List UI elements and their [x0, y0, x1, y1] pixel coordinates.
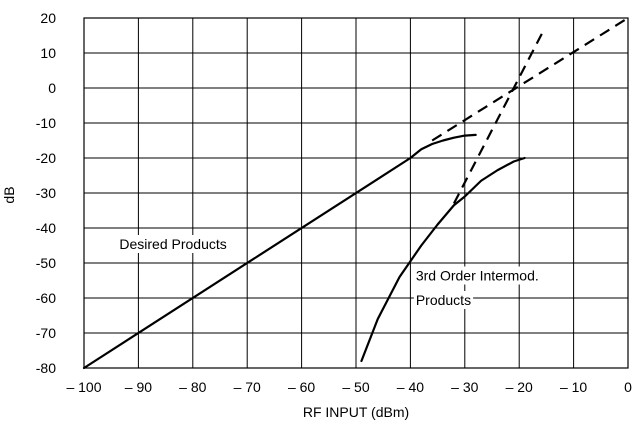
- x-tick-label: – 30: [451, 379, 478, 395]
- y-tick-label: -20: [36, 150, 56, 166]
- dashed-extrapolation-line: [431, 17, 629, 142]
- y-axis-label: dB: [1, 186, 17, 203]
- annotation-layer: Desired Products 3rd Order Intermod. Produ…: [117, 235, 541, 309]
- annotation-label: Products: [416, 292, 471, 308]
- annotation-background: [413, 291, 474, 309]
- annotation-label: Desired Products: [119, 236, 226, 252]
- y-tick-label: -80: [36, 360, 56, 376]
- y-tick-label: 10: [40, 45, 56, 61]
- annotation-background: [117, 235, 229, 253]
- x-tick-label: – 100: [66, 379, 101, 395]
- y-tick-label: -10: [36, 115, 56, 131]
- x-tick-label: – 20: [506, 379, 533, 395]
- plot-frame: [83, 17, 629, 369]
- x-tick-label: – 50: [342, 379, 369, 395]
- response-curve: [82, 133, 477, 370]
- x-tick-label: – 70: [234, 379, 261, 395]
- response-curve: [360, 156, 526, 363]
- y-tick-label: -30: [36, 185, 56, 201]
- annotation-label: 3rd Order Intermod.: [416, 268, 539, 284]
- tick-layer: – 100– 90– 80– 70– 60– 50– 40– 30– 20– 1…: [36, 10, 632, 395]
- annotation-background: [413, 266, 541, 285]
- y-tick-label: -60: [36, 290, 56, 306]
- x-tick-label: – 60: [288, 379, 315, 395]
- dashed-extrapolation-line: [452, 29, 545, 205]
- y-tick-label: -40: [36, 220, 56, 236]
- x-axis-label: RF INPUT (dBm): [303, 404, 409, 420]
- y-tick-label: 20: [40, 10, 56, 26]
- x-tick-label: – 10: [560, 379, 587, 395]
- series-layer: [82, 17, 629, 370]
- y-tick-label: 0: [48, 80, 56, 96]
- y-tick-label: -70: [36, 325, 56, 341]
- x-tick-label: – 80: [179, 379, 206, 395]
- y-tick-label: -50: [36, 255, 56, 271]
- x-tick-label: – 40: [397, 379, 424, 395]
- x-tick-label: 0: [624, 379, 632, 395]
- x-tick-label: – 90: [125, 379, 152, 395]
